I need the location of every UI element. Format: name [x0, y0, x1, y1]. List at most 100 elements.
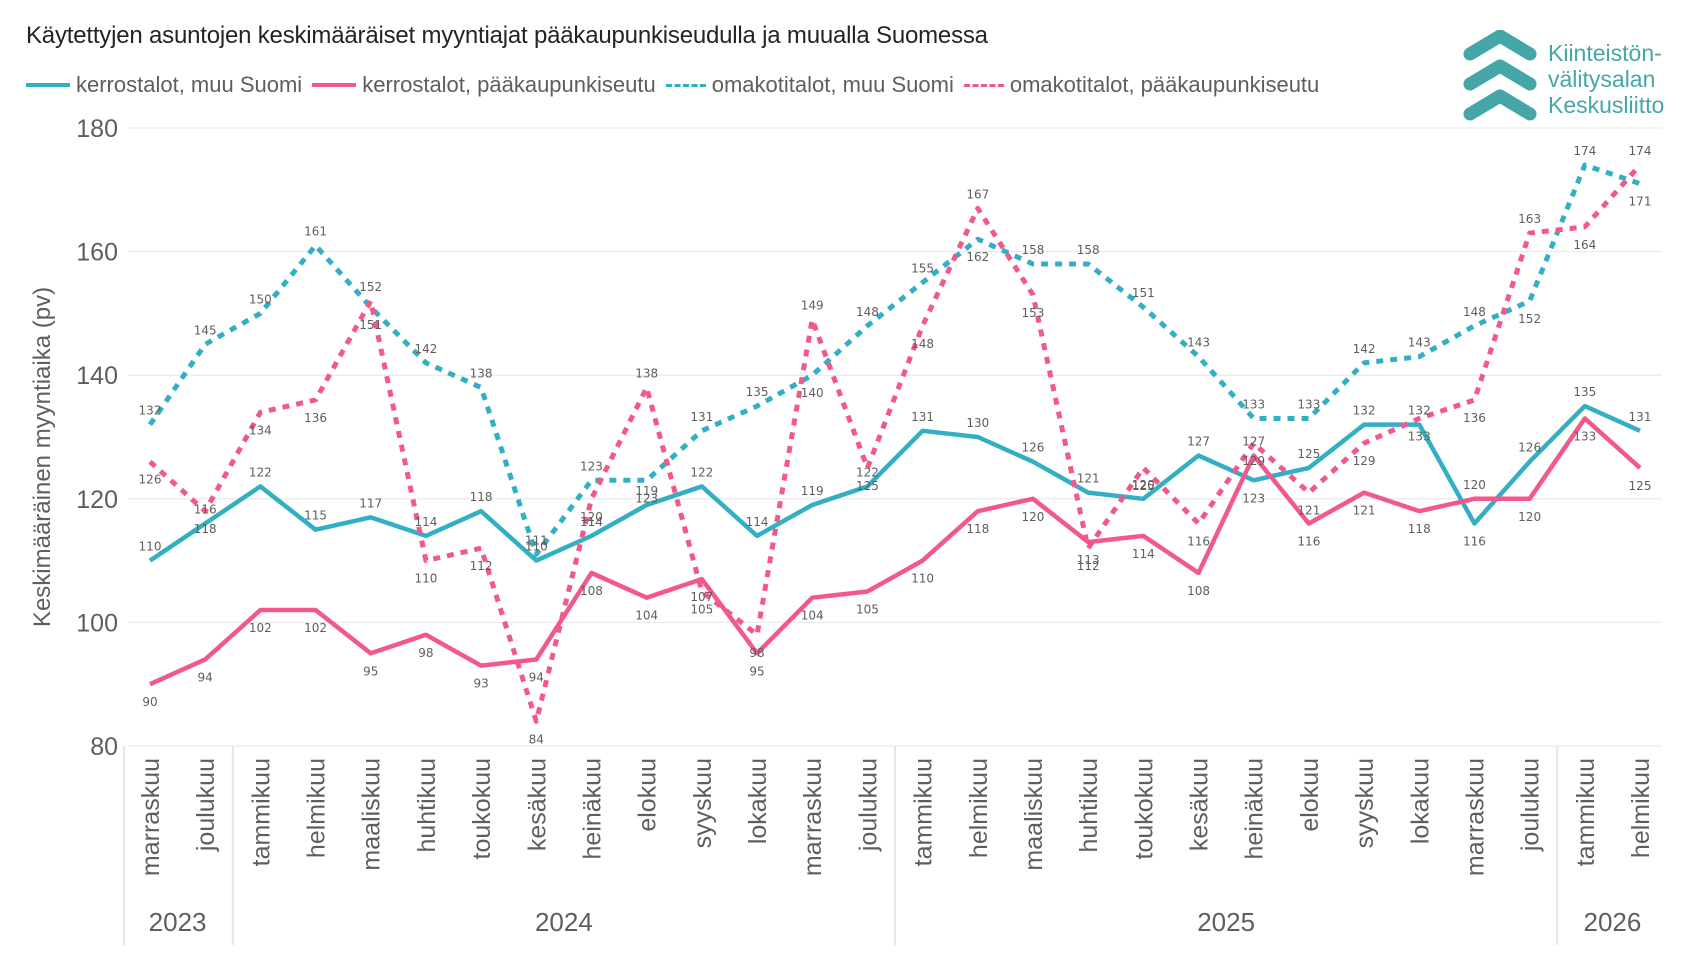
data-label: 84: [529, 732, 544, 746]
data-label: 174: [1573, 144, 1596, 158]
x-tick-label: elokuu: [1296, 758, 1324, 832]
data-label: 148: [856, 305, 879, 319]
x-year-label: 2023: [149, 907, 207, 937]
data-label: 126: [1022, 441, 1045, 455]
x-tick-label: syyskuu: [1351, 758, 1379, 848]
legend-label: omakotitalot, pääkaupunkiseutu: [1009, 72, 1320, 97]
x-tick-label: joulukuu: [854, 758, 882, 852]
data-label: 162: [966, 250, 989, 264]
data-label: 118: [1408, 522, 1431, 536]
legend-item[interactable]: omakotitalot, muu Suomi: [665, 72, 954, 98]
data-label: 112: [470, 559, 493, 573]
gridlines: [128, 127, 1662, 747]
x-tick-label: tammikuu: [910, 758, 938, 866]
data-label: 126: [1518, 441, 1541, 455]
x-tick-label: huhtikuu: [1075, 758, 1103, 853]
data-label: 138: [635, 367, 658, 381]
data-label: 153: [1022, 306, 1045, 320]
data-label: 148: [911, 337, 934, 351]
data-label: 174: [1629, 144, 1652, 158]
data-label: 125: [1297, 447, 1320, 461]
x-tick-label: helmikuu: [303, 758, 331, 858]
x-tick-label: heinäkuu: [1241, 758, 1269, 859]
data-label: 116: [194, 503, 217, 517]
legend-item[interactable]: omakotitalot, pääkaupunkiseutu: [963, 72, 1320, 98]
y-tick-label: 120: [76, 486, 118, 514]
x-tick-label: toukokuu: [1130, 758, 1158, 859]
data-label: 123: [580, 459, 603, 473]
series-line-1: [148, 403, 1641, 563]
data-label: 151: [1132, 286, 1155, 300]
data-label: 94: [529, 670, 544, 684]
x-tick-label: maaliskuu: [358, 758, 386, 871]
legend-swatch: [312, 83, 357, 87]
data-label: 111: [525, 533, 548, 547]
data-label: 123: [635, 491, 658, 505]
x-tick-label: kesäkuu: [523, 758, 551, 851]
data-label: 123: [1242, 491, 1265, 505]
data-label: 114: [1132, 547, 1155, 561]
x-tick-label: kesäkuu: [1186, 758, 1214, 851]
data-label: 104: [801, 609, 824, 623]
data-label: 161: [304, 224, 327, 238]
data-label: 151: [359, 318, 382, 332]
data-label: 102: [249, 621, 272, 635]
data-label: 120: [1518, 510, 1541, 524]
data-label: 120: [580, 510, 603, 524]
legend-swatch: [665, 83, 706, 87]
y-tick-label: 100: [76, 609, 118, 637]
data-label: 114: [414, 515, 437, 529]
x-tick-label: syyskuu: [689, 758, 717, 848]
data-label: 143: [1408, 336, 1431, 350]
legend-swatch: [26, 83, 70, 87]
data-label: 112: [1077, 559, 1100, 573]
data-label: 150: [249, 292, 272, 306]
data-label: 119: [801, 484, 824, 498]
series-line-2: [149, 416, 1642, 687]
data-label: 129: [1242, 454, 1265, 468]
logo-line-1: Kiinteistön-: [1548, 40, 1662, 66]
data-label: 98: [418, 646, 433, 660]
legend-item[interactable]: kerrostalot, pääkaupunkiseutu: [312, 72, 656, 98]
data-label: 107: [690, 590, 713, 604]
data-label: 140: [801, 386, 824, 400]
legend-label: kerrostalot, pääkaupunkiseutu: [362, 72, 656, 97]
data-label: 90: [142, 695, 157, 709]
data-label: 127: [1187, 435, 1210, 449]
x-year-label: 2025: [1197, 907, 1255, 937]
data-label: 143: [1187, 336, 1210, 350]
legend-item[interactable]: kerrostalot, muu Suomi: [26, 72, 302, 98]
data-label: 158: [1022, 243, 1045, 257]
logo-line-3: Keskusliitto: [1548, 92, 1665, 118]
x-tick-label: marraskuu: [137, 758, 165, 876]
data-label: 122: [690, 465, 713, 479]
data-label: 121: [1297, 504, 1320, 518]
data-label: 117: [359, 496, 382, 510]
data-label: 93: [473, 677, 488, 691]
data-label: 164: [1573, 238, 1596, 252]
data-label: 131: [1629, 410, 1652, 424]
x-tick-label: tammikuu: [1572, 758, 1600, 866]
data-label: 116: [1187, 535, 1210, 549]
data-label: 110: [911, 572, 934, 586]
chevrons-logo-icon: [1463, 29, 1537, 121]
x-tick-label: helmikuu: [1627, 758, 1655, 858]
data-label: 118: [194, 522, 217, 536]
data-label: 122: [249, 465, 272, 479]
data-label: 142: [1353, 342, 1376, 356]
x-tick-label: joulukuu: [192, 758, 220, 852]
data-label: 167: [966, 187, 989, 201]
x-year-label: 2026: [1583, 907, 1641, 937]
data-label: 120: [1463, 478, 1486, 492]
x-tick-label: marraskuu: [799, 758, 827, 876]
x-tick-label: tammikuu: [247, 758, 275, 866]
data-label: 120: [1132, 478, 1155, 492]
data-label: 136: [304, 411, 327, 425]
chart-title: Käytettyjen asuntojen keskimääräiset myy…: [26, 22, 988, 49]
data-label: 121: [1077, 472, 1100, 486]
y-tick-label: 80: [90, 733, 118, 761]
series-line-4: [148, 163, 1642, 724]
y-axis-title: Keskimääräinen myyntiaika (pv): [29, 287, 56, 627]
data-label: 108: [1187, 584, 1210, 598]
